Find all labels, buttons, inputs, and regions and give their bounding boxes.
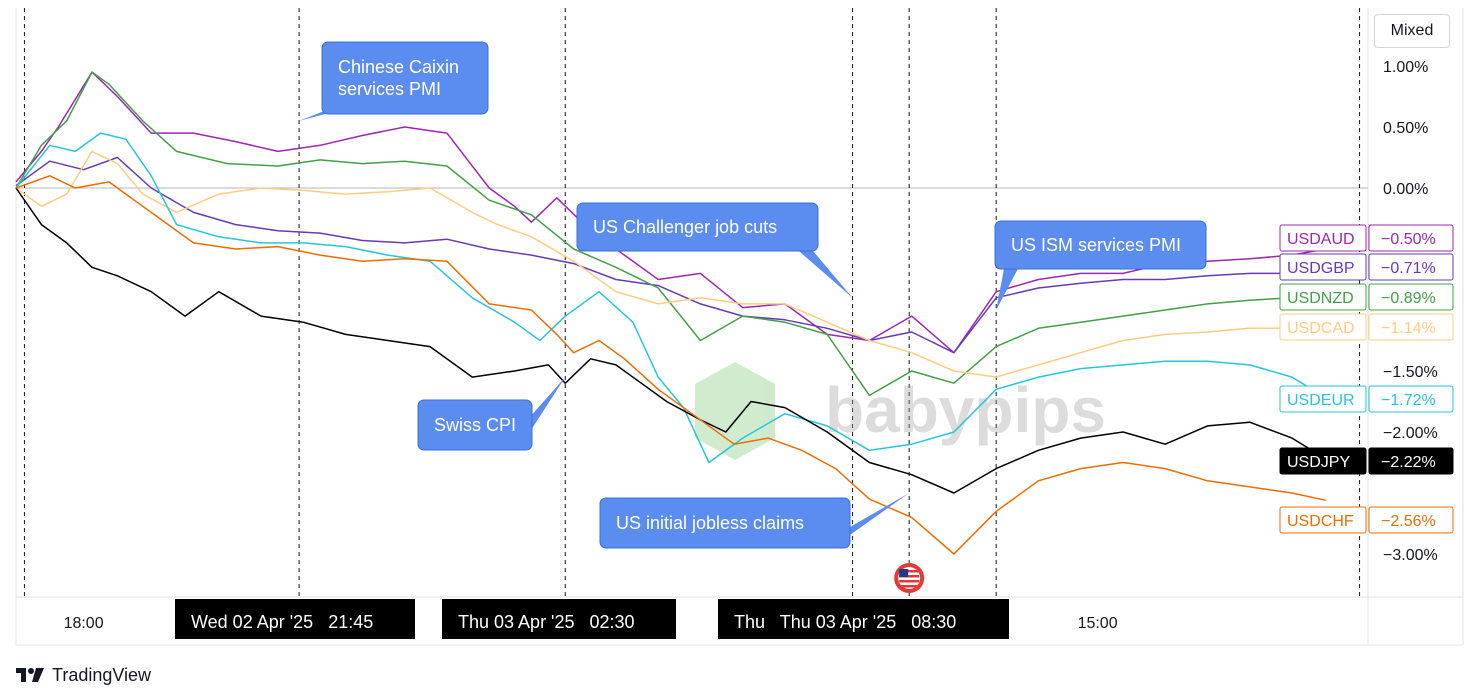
annotation-text: US initial jobless claims	[616, 513, 804, 533]
crosshair-time-label	[442, 599, 676, 639]
series-value-badge	[1368, 506, 1454, 534]
series-name-label: USDCHF	[1287, 513, 1354, 530]
flag-stripe	[899, 580, 920, 583]
x-tick-label: 18:00	[64, 615, 104, 632]
annotation-box	[994, 220, 1207, 270]
scale-mode-label: Mixed	[1390, 22, 1434, 39]
series-value-label: −1.14%	[1381, 320, 1436, 337]
series-name-label: USDEUR	[1287, 392, 1355, 409]
annotation-text: Chinese Caixin	[338, 57, 459, 77]
crosshair-time-label	[175, 599, 415, 639]
annotation-text: US Challenger job cuts	[593, 217, 777, 237]
series-line-usdcad	[15, 150, 1326, 378]
annotation-text: US ISM services PMI	[1011, 235, 1181, 255]
series-name-label: USDAUD	[1287, 231, 1355, 248]
y-tick-label: 0.50%	[1383, 120, 1428, 137]
series-value-label: −2.56%	[1381, 513, 1436, 530]
watermark-text: babypips	[825, 374, 1106, 446]
series-line-usdnzd	[15, 71, 1326, 397]
us-flag-event-icon[interactable]	[894, 563, 925, 593]
series-name-badge[interactable]	[1279, 253, 1367, 281]
series-line-usdeur	[15, 132, 1327, 464]
series-value-label: −2.22%	[1381, 454, 1436, 471]
crosshair-time-text: Thu 03 Apr '25 02:30	[458, 612, 635, 632]
series-value-badge	[1368, 385, 1454, 413]
y-tick-label: −2.00%	[1383, 425, 1438, 442]
flag-canton	[899, 569, 909, 577]
flag-stripe	[899, 575, 920, 578]
series-value-label: −0.71%	[1381, 260, 1436, 277]
series-name-badge[interactable]	[1279, 283, 1367, 311]
brand-label: TradingView	[52, 664, 152, 685]
series-value-label: −0.89%	[1381, 290, 1436, 307]
series-name-badge[interactable]	[1279, 447, 1367, 475]
tradingview-logo-icon	[16, 668, 44, 682]
annotation-text: services PMI	[338, 79, 441, 99]
series-name-label: USDJPY	[1287, 454, 1350, 471]
series-line-usdgbp	[15, 156, 1326, 354]
watermark: babypips	[695, 362, 1106, 460]
series-value-badge	[1368, 283, 1454, 311]
y-tick-label: −3.00%	[1383, 547, 1438, 564]
annotation-box	[576, 202, 819, 252]
annotation-pointer	[996, 263, 1021, 310]
annotation-callout[interactable]: US Challenger job cuts	[576, 202, 853, 298]
series-name-badge[interactable]	[1279, 313, 1367, 341]
y-tick-label: 0.00%	[1383, 181, 1428, 198]
series-value-badge	[1368, 447, 1454, 475]
x-tick-label: 15:00	[1078, 615, 1118, 632]
annotation-text: Swiss CPI	[434, 415, 516, 435]
series-name-badge[interactable]	[1279, 224, 1367, 252]
flag-stripe	[899, 570, 920, 573]
series-value-badge	[1368, 313, 1454, 341]
crosshair-time-text: Wed 02 Apr '25 21:45	[191, 612, 373, 632]
scale-mode-button[interactable]: Mixed	[1374, 14, 1450, 48]
series-value-badge	[1368, 253, 1454, 281]
series-name-label: USDNZD	[1287, 290, 1354, 307]
series-name-label: USDCAD	[1287, 320, 1355, 337]
series-value-badge	[1368, 224, 1454, 252]
footer-brand[interactable]: TradingView	[16, 663, 151, 687]
annotation-pointer	[792, 245, 853, 298]
annotation-box	[599, 497, 851, 549]
flag-stripe	[899, 585, 920, 588]
annotation-callout[interactable]: US ISM services PMI	[994, 220, 1207, 310]
annotation-pointer	[506, 377, 566, 444]
series-line-usdchf	[15, 175, 1326, 555]
series-line-usdjpy	[15, 187, 1327, 494]
crosshair-time-text: Thu Thu 03 Apr '25 08:30	[734, 612, 956, 632]
series-value-label: −0.50%	[1381, 231, 1436, 248]
series-name-badge[interactable]	[1279, 506, 1367, 534]
annotation-box	[321, 41, 489, 115]
annotation-callout[interactable]: US initial jobless claims	[599, 493, 910, 549]
annotation-callout[interactable]: Swiss CPI	[417, 377, 566, 451]
crosshair-time-label	[718, 599, 1009, 639]
series-name-badge[interactable]	[1279, 385, 1367, 413]
series-name-label: USDGBP	[1287, 260, 1355, 277]
watermark-cube-icon	[695, 362, 775, 460]
y-tick-label: −1.50%	[1383, 364, 1438, 381]
annotation-box	[417, 399, 533, 451]
y-tick-label: 1.00%	[1383, 59, 1428, 76]
series-value-label: −1.72%	[1381, 392, 1436, 409]
